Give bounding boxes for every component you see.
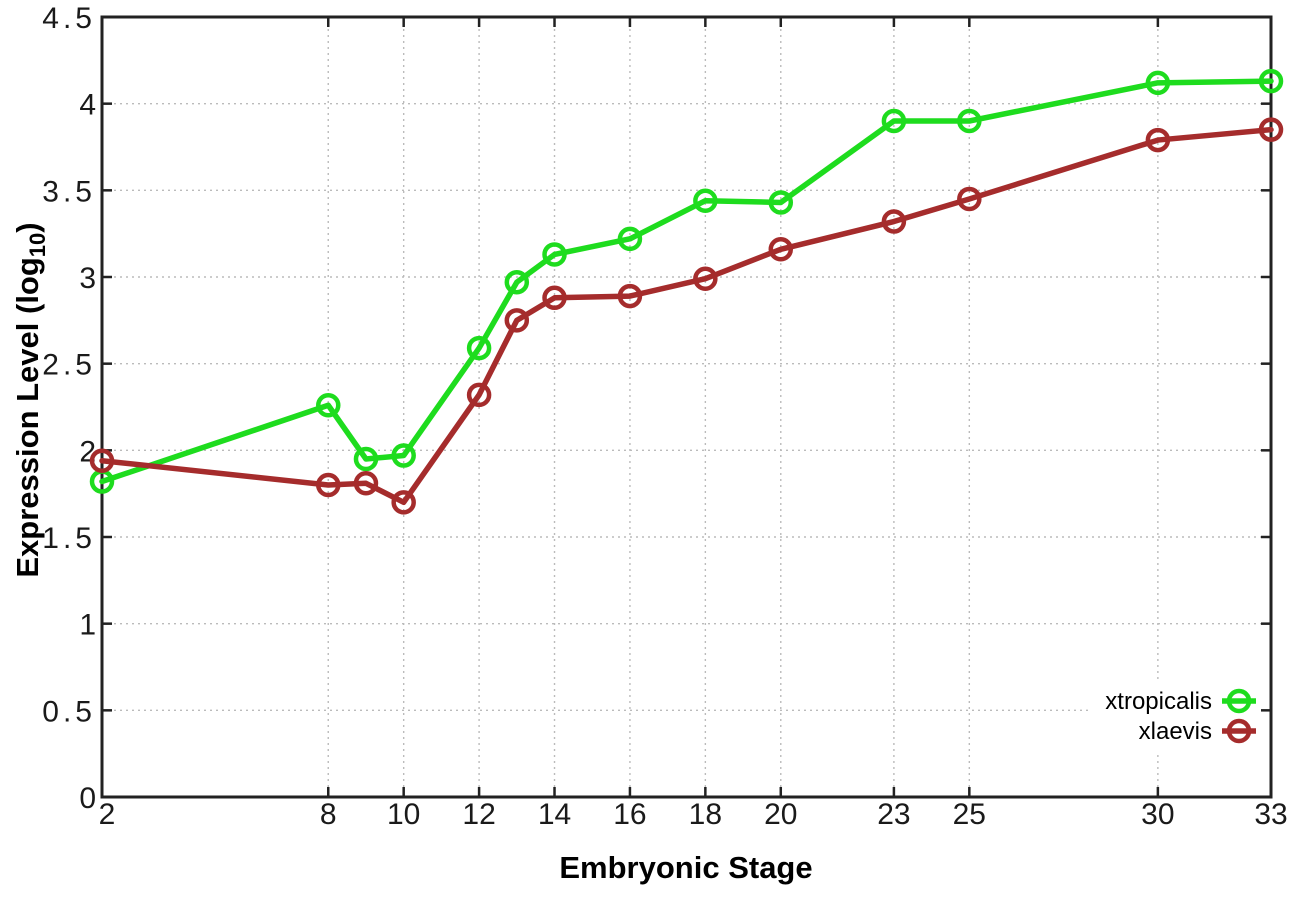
data-point-xtropicalis bbox=[1145, 70, 1171, 96]
data-point-xlaevis bbox=[542, 285, 567, 311]
data-point-xtropicalis bbox=[466, 335, 492, 361]
y-axis-title-text: Expression Level (log bbox=[10, 257, 45, 578]
y-axis-title: Expression Level (log10) bbox=[10, 222, 50, 578]
data-point-xtropicalis bbox=[617, 226, 643, 252]
x-axis-tick-label: 25 bbox=[953, 798, 986, 831]
data-point-xtropicalis bbox=[391, 443, 416, 468]
x-axis-tick-label: 8 bbox=[320, 798, 337, 831]
data-point-xtropicalis bbox=[768, 190, 794, 215]
x-axis-tick-label: 23 bbox=[877, 798, 910, 831]
y-axis-tick-label: 0 bbox=[79, 782, 96, 815]
plot-border bbox=[100, 15, 1273, 799]
data-point-xtropicalis bbox=[881, 108, 907, 134]
x-axis-tick-label: 14 bbox=[538, 798, 571, 831]
data-point-xlaevis bbox=[466, 382, 492, 408]
y-axis-tick-label: 3 bbox=[79, 262, 96, 295]
y-axis-title-subscript: 10 bbox=[25, 232, 50, 258]
data-point-xtropicalis bbox=[1258, 68, 1284, 94]
data-point-xlaevis bbox=[504, 308, 530, 333]
data-point-xlaevis bbox=[1145, 127, 1171, 153]
data-point-xlaevis bbox=[881, 209, 907, 234]
data-point-xlaevis bbox=[316, 472, 341, 498]
y-axis-tick-label: 3.5 bbox=[42, 175, 96, 208]
y-axis-tick-label: 4 bbox=[79, 89, 96, 122]
legend-sample-marker bbox=[1226, 718, 1252, 744]
data-point-xtropicalis bbox=[316, 393, 341, 418]
data-point-xlaevis bbox=[353, 471, 379, 496]
data-point-xtropicalis bbox=[542, 242, 567, 267]
data-point-xlaevis bbox=[957, 186, 982, 212]
data-point-xlaevis bbox=[391, 490, 416, 515]
series-line-xlaevis bbox=[99, 126, 1274, 506]
x-axis-tick-label: 18 bbox=[689, 798, 722, 831]
data-point-xtropicalis bbox=[504, 269, 530, 295]
x-axis-title: Embryonic Stage bbox=[559, 850, 813, 885]
legend-label: xlaevis bbox=[1139, 718, 1212, 745]
y-axis-tick-label: 1.5 bbox=[42, 522, 96, 555]
data-point-xtropicalis bbox=[353, 446, 379, 472]
series-line-xtropicalis bbox=[99, 78, 1274, 485]
data-point-xtropicalis bbox=[957, 108, 982, 134]
data-point-xlaevis bbox=[1258, 117, 1284, 142]
data-point-xlaevis bbox=[89, 448, 115, 473]
data-point-xlaevis bbox=[768, 237, 794, 262]
y-axis-title-close: ) bbox=[10, 222, 45, 233]
x-axis-tick-label: 10 bbox=[387, 798, 420, 831]
x-axis-tick-label: 30 bbox=[1141, 798, 1174, 831]
x-axis-tick-label: 33 bbox=[1254, 798, 1287, 831]
legend-label: xtropicalis bbox=[1105, 688, 1212, 715]
x-axis-tick-label: 2 bbox=[99, 798, 116, 831]
x-axis-tick-label: 16 bbox=[613, 798, 646, 831]
data-point-xlaevis bbox=[617, 283, 643, 309]
y-axis-tick-label: 2.5 bbox=[42, 349, 96, 382]
data-point-xtropicalis bbox=[693, 188, 718, 213]
y-axis-tick-label: 1 bbox=[79, 609, 96, 642]
y-axis-tick-label: 4.5 bbox=[42, 2, 96, 35]
data-point-xlaevis bbox=[693, 266, 718, 291]
y-axis-tick-label: 0.5 bbox=[42, 695, 96, 728]
x-axis-tick-label: 20 bbox=[764, 798, 797, 831]
legend-sample-marker bbox=[1226, 688, 1252, 714]
x-axis-tick-label: 12 bbox=[462, 798, 495, 831]
